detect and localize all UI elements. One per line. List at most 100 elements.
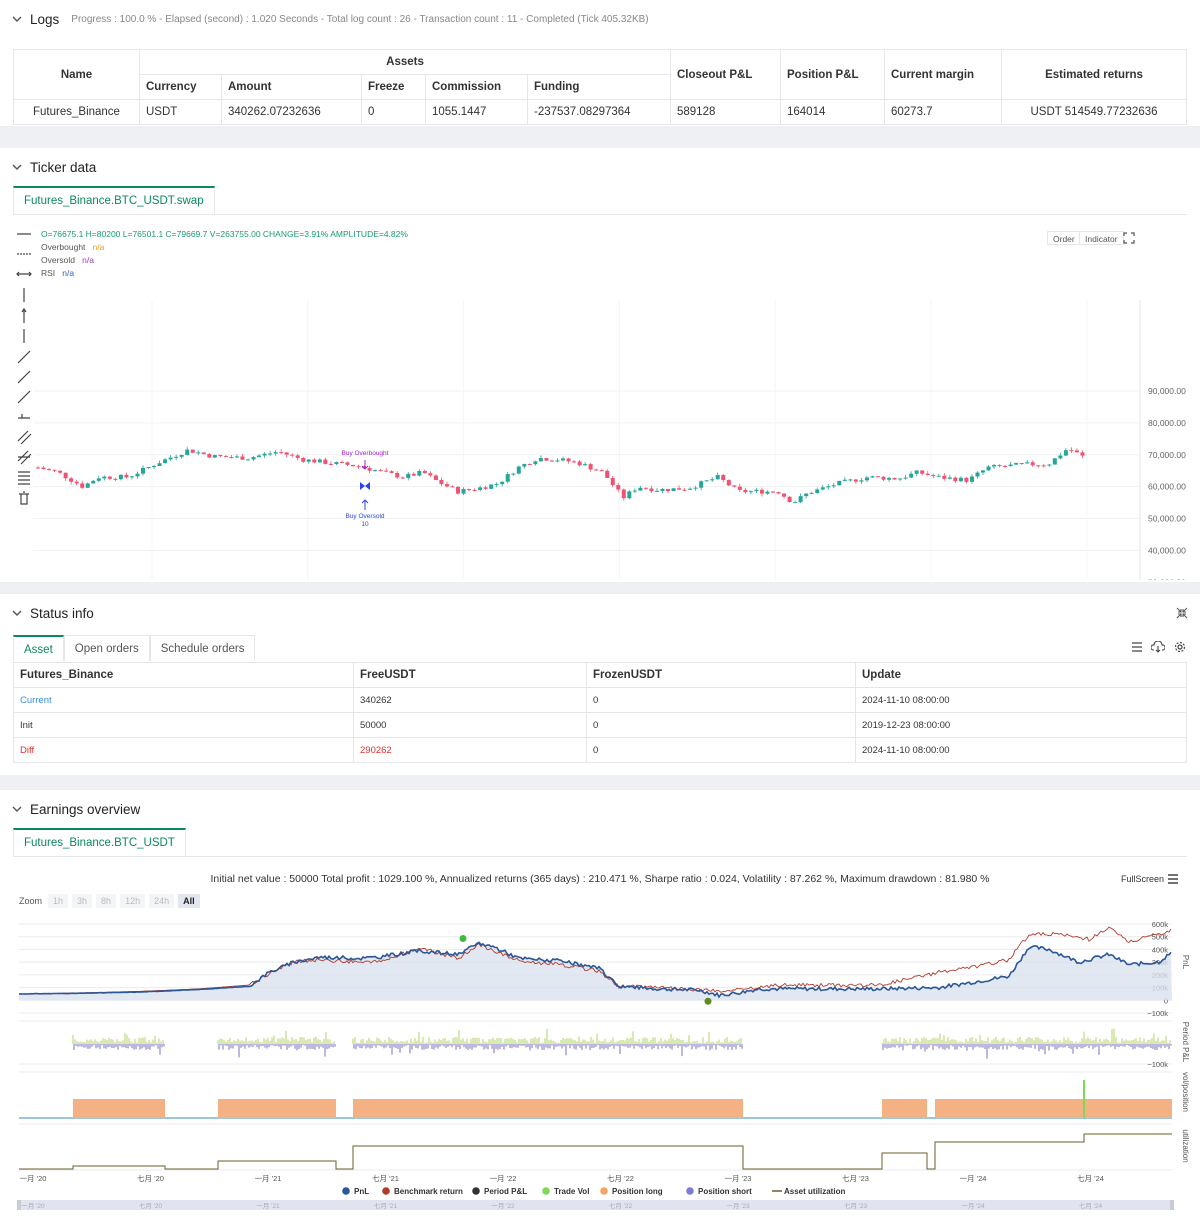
cell-amount: 340262.07232636 bbox=[221, 99, 362, 125]
logs-header[interactable]: Logs Progress : 100.0 % - Elapsed (secon… bbox=[0, 0, 1200, 38]
chevron-down-icon[interactable] bbox=[12, 608, 22, 618]
candle-body bbox=[748, 491, 753, 493]
tab-schedule-orders[interactable]: Schedule orders bbox=[149, 635, 256, 661]
candle-body bbox=[820, 487, 825, 490]
candle-body bbox=[1030, 462, 1035, 466]
candle-body bbox=[41, 467, 46, 470]
candle-body bbox=[422, 470, 427, 474]
candle-body bbox=[96, 478, 101, 481]
candle-body bbox=[1025, 462, 1030, 464]
candle-body bbox=[638, 487, 643, 491]
candle-body bbox=[594, 469, 599, 471]
candle-body bbox=[240, 456, 245, 460]
vertical-ray-icon bbox=[21, 307, 27, 323]
candle-body bbox=[826, 486, 831, 488]
settings-gear-icon[interactable] bbox=[1174, 641, 1186, 656]
candle-body bbox=[903, 477, 908, 479]
legend-dot-swatch bbox=[382, 1187, 390, 1195]
candle-body bbox=[174, 456, 179, 458]
navigator-tick-label: 七月 '23 bbox=[844, 1201, 868, 1210]
chevron-down-icon[interactable] bbox=[12, 14, 22, 24]
ticker-header[interactable]: Ticker data bbox=[0, 148, 1200, 186]
collapse-icon[interactable] bbox=[1176, 607, 1188, 619]
candle-body bbox=[500, 481, 505, 485]
candle-body bbox=[632, 490, 637, 492]
table-row: Diff 290262 0 2024-11-10 08:00:00 bbox=[13, 737, 1187, 763]
candle-body bbox=[759, 489, 764, 494]
status-title: Status info bbox=[30, 605, 94, 621]
menu-icon[interactable] bbox=[1167, 873, 1179, 888]
status-header[interactable]: Status info bbox=[0, 594, 1200, 632]
earnings-header[interactable]: Earnings overview bbox=[0, 790, 1200, 828]
candle-body bbox=[643, 487, 648, 489]
price-tick-label: 60,000.00 bbox=[1148, 482, 1186, 492]
candle-body bbox=[91, 480, 96, 484]
indicator-button[interactable]: Indicator bbox=[1079, 231, 1124, 245]
cell-commission: 1055.1447 bbox=[425, 99, 528, 125]
period-axis-label: Period P&L bbox=[1181, 1022, 1190, 1063]
zoom-8h[interactable]: 8h bbox=[96, 894, 117, 908]
drawing-tools[interactable] bbox=[16, 228, 32, 508]
candle-body bbox=[815, 489, 820, 494]
candle-body bbox=[876, 476, 880, 478]
candle-body bbox=[920, 470, 925, 474]
row-diff-update: 2024-11-10 08:00:00 bbox=[855, 737, 1187, 763]
candle-body bbox=[47, 469, 52, 471]
price-tick-label: 90,000.00 bbox=[1148, 386, 1186, 396]
candle-body bbox=[273, 452, 278, 454]
candle-body bbox=[721, 474, 726, 481]
zoom-all[interactable]: All bbox=[178, 894, 200, 908]
candle-body bbox=[400, 477, 405, 479]
candle-body bbox=[417, 470, 422, 476]
signal-marker-icon bbox=[360, 482, 370, 490]
legend-oversold: Oversold n/a bbox=[41, 255, 94, 265]
vol-axis-label: vol/position bbox=[1181, 1072, 1190, 1112]
zoom-3h[interactable]: 3h bbox=[72, 894, 93, 908]
zoom-12h[interactable]: 12h bbox=[120, 894, 146, 908]
candle-body bbox=[113, 478, 118, 480]
candle-body bbox=[74, 481, 79, 484]
earnings-chart[interactable]: 600k500k400k300k200k100k0−100kPnL−100kPe… bbox=[0, 902, 1200, 1232]
navigator-tick-label: 七月 '22 bbox=[609, 1201, 633, 1210]
assets-group-header: Assets bbox=[139, 49, 671, 75]
expand-icon[interactable] bbox=[1123, 232, 1135, 244]
col-name: Name bbox=[13, 49, 140, 100]
ticker-title: Ticker data bbox=[30, 159, 97, 175]
tab-asset[interactable]: Asset bbox=[13, 635, 64, 661]
navigator-tick-label: 一月 '22 bbox=[491, 1202, 515, 1210]
candle-body bbox=[909, 473, 914, 478]
zoom-1h[interactable]: 1h bbox=[48, 894, 69, 908]
chevron-down-icon[interactable] bbox=[12, 162, 22, 172]
time-tick-label: 一月 '23 bbox=[725, 1174, 752, 1183]
candle-body bbox=[373, 470, 378, 472]
col-funding: Funding bbox=[527, 74, 671, 100]
row-diff-free: 290262 bbox=[353, 737, 587, 763]
candle-body bbox=[704, 480, 709, 482]
fullscreen-button[interactable]: FullScreen bbox=[1121, 874, 1164, 884]
row-current-frozen: 0 bbox=[586, 687, 856, 713]
legend-item: PnL bbox=[354, 1187, 369, 1196]
candlestick-chart[interactable]: 90,000.00 80,000.00 70,000.00 60,000.00 50,0… bbox=[0, 220, 1200, 580]
candle-body bbox=[1019, 463, 1024, 465]
tab-open-orders[interactable]: Open orders bbox=[63, 635, 150, 661]
navigator-tick-label: 七月 '24 bbox=[1079, 1201, 1103, 1210]
pnl-tick-label: −100k bbox=[1147, 1009, 1168, 1018]
legend-item: Benchmark return bbox=[394, 1187, 463, 1196]
trend-line-icon bbox=[17, 350, 31, 364]
list-icon[interactable] bbox=[1131, 641, 1143, 656]
candle-body bbox=[693, 487, 698, 489]
candle-body bbox=[428, 473, 433, 476]
candle-body bbox=[124, 474, 129, 478]
chevron-down-icon[interactable] bbox=[12, 804, 22, 814]
tab-btc-usdt-swap[interactable]: Futures_Binance.BTC_USDT.swap bbox=[13, 186, 215, 214]
candle-body bbox=[782, 493, 787, 497]
logs-panel: Logs Progress : 100.0 % - Elapsed (secon… bbox=[0, 0, 1200, 126]
time-tick-label: 七月 '24 bbox=[1077, 1174, 1104, 1183]
candle-body bbox=[218, 455, 223, 457]
col-frozen: FrozenUSDT bbox=[586, 662, 856, 688]
zoom-24h[interactable]: 24h bbox=[149, 894, 175, 908]
cloud-download-icon[interactable] bbox=[1150, 640, 1166, 656]
table-row: Current 340262 0 2024-11-10 08:00:00 bbox=[13, 687, 1187, 713]
tab-btc-usdt[interactable]: Futures_Binance.BTC_USDT bbox=[13, 828, 186, 856]
candle-body bbox=[710, 479, 715, 481]
